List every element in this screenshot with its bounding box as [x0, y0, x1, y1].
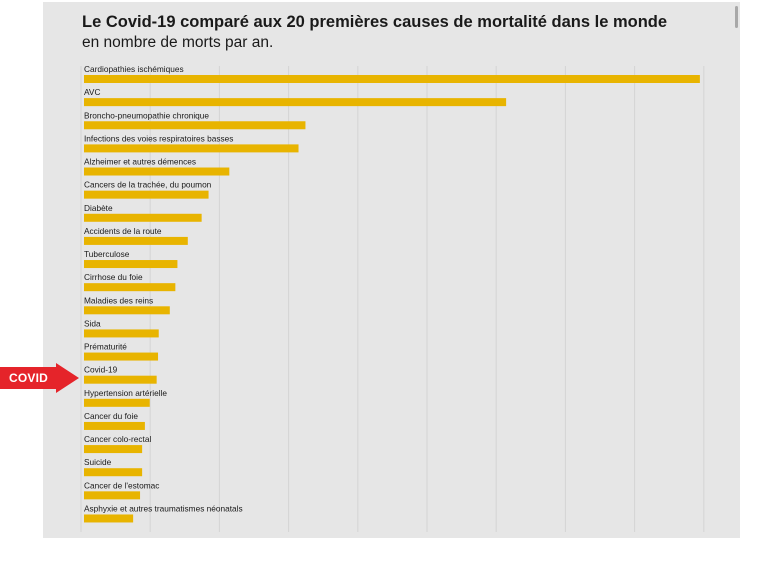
- bar: [84, 514, 134, 523]
- category-label: Cancer du foie: [84, 411, 138, 421]
- bar: [84, 329, 159, 338]
- arrow-right-icon: [0, 363, 79, 393]
- category-label: Cardiopathies ischémiques: [84, 64, 184, 74]
- category-label: Broncho-pneumopathie chronique: [84, 110, 209, 120]
- bar: [84, 283, 176, 292]
- bar: [84, 144, 299, 153]
- covid-label: COVID: [9, 371, 49, 385]
- category-label: Cancer de l'estomac: [84, 480, 159, 490]
- bar: [84, 421, 145, 430]
- category-label: Asphyxie et autres traumatismes néonatal…: [84, 503, 243, 513]
- covid-highlight-marker: COVID: [0, 363, 80, 393]
- category-label: Sida: [84, 318, 101, 328]
- bar: [84, 375, 157, 384]
- bar: [84, 121, 306, 130]
- bar: [84, 75, 700, 83]
- category-label: Hypertension artérielle: [84, 388, 167, 398]
- category-label: Cirrhose du foie: [84, 272, 143, 282]
- chart-panel: [43, 2, 740, 538]
- category-label: Diabète: [84, 203, 113, 213]
- bar: [84, 236, 188, 245]
- bar: [84, 352, 159, 361]
- bar: [84, 98, 507, 107]
- category-label: Accidents de la route: [84, 226, 162, 236]
- bar: [84, 190, 209, 199]
- category-label: Tuberculose: [84, 249, 130, 259]
- gridlines: [80, 66, 705, 532]
- bar: [84, 398, 150, 407]
- bar: [84, 167, 230, 176]
- bar: [84, 306, 170, 315]
- bars: [84, 75, 700, 523]
- category-label: AVC: [84, 87, 100, 97]
- chart-title: Le Covid-19 comparé aux 20 premières cau…: [82, 13, 668, 31]
- category-label: Suicide: [84, 457, 112, 467]
- scrollbar[interactable]: [735, 6, 738, 28]
- category-label: Maladies des reins: [84, 295, 153, 305]
- category-label: Alzheimer et autres démences: [84, 157, 196, 167]
- category-labels: Cardiopathies ischémiques AVC Broncho-pneu…: [84, 64, 243, 513]
- category-label: Cancer colo-rectal: [84, 434, 151, 444]
- chart-subtitle: en nombre de morts par an.: [82, 34, 274, 51]
- category-label: Covid-19: [84, 365, 118, 375]
- bar: [84, 445, 143, 454]
- bar: [84, 213, 202, 222]
- category-label: Infections des voies respiratoires basse…: [84, 133, 233, 143]
- bar: [84, 260, 178, 269]
- bar: [84, 491, 141, 500]
- category-label: Cancers de la trachée, du poumon: [84, 180, 212, 190]
- bar: [84, 468, 143, 477]
- category-label: Prématurité: [84, 342, 127, 352]
